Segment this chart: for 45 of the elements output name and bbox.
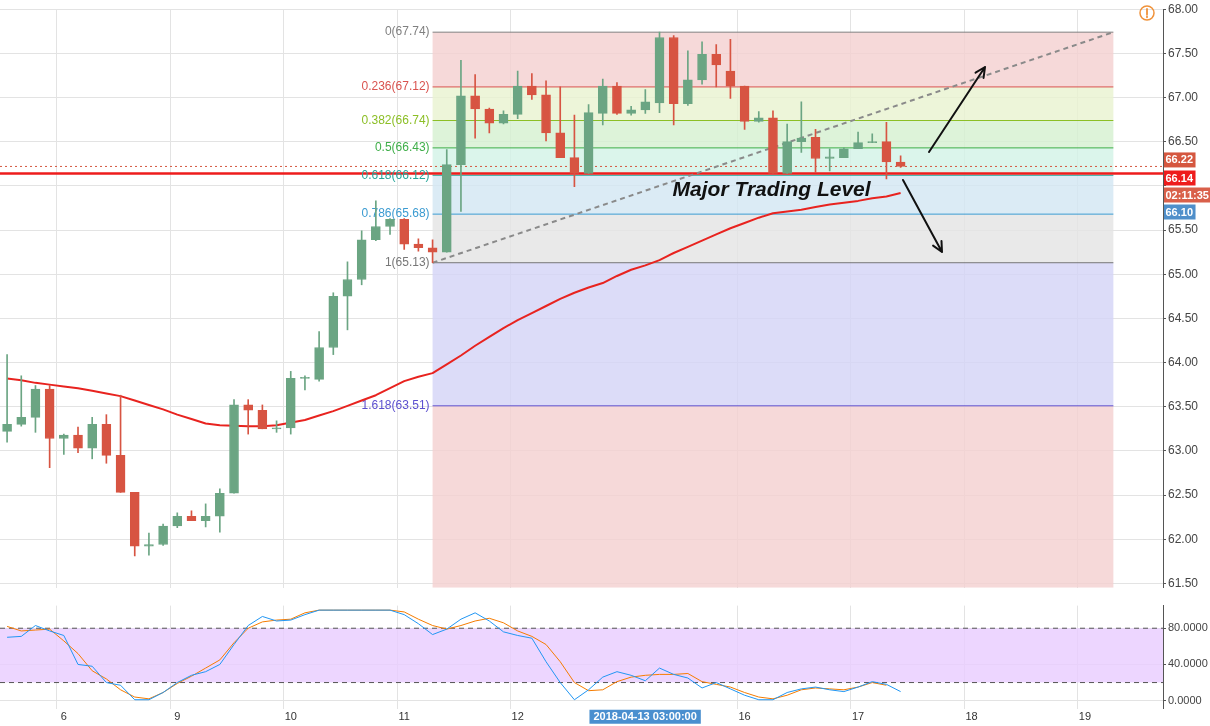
- candlestick: [58, 433, 69, 455]
- y-tick-label: 65.00: [1168, 266, 1199, 281]
- candlestick: [144, 532, 154, 556]
- y-tick-label: 65.50: [1168, 222, 1199, 237]
- y-tick-label: 64.00: [1168, 354, 1199, 369]
- x-tick-label: 11: [398, 710, 410, 723]
- ref-line-label: 1(65.13): [384, 255, 430, 270]
- ref-line-label: 66.22: [1165, 153, 1194, 166]
- y-tick-label: 0.0000: [1168, 693, 1202, 706]
- x-tick-label: 10: [284, 710, 297, 723]
- candlestick: [824, 148, 835, 172]
- text: 66.10: [1165, 205, 1194, 218]
- ref-line-label: 1.618(63.51): [361, 398, 430, 413]
- y-tick-label: 62.50: [1168, 487, 1199, 502]
- candlestick: [243, 399, 254, 435]
- candlestick: [2, 354, 12, 443]
- y-tick-label: 66.50: [1168, 134, 1199, 149]
- x-tick-label: 9: [174, 710, 181, 723]
- x-tick-label: 19: [1078, 710, 1092, 723]
- text: 02:11:35: [1165, 188, 1209, 201]
- y-tick-label: 63.00: [1168, 443, 1199, 458]
- y-tick-label: 67.50: [1168, 45, 1199, 60]
- ref-line-label: 0.5(66.43): [374, 140, 430, 155]
- candlestick: [470, 74, 480, 139]
- x-tick-label: 6: [60, 710, 67, 723]
- y-tick-label: 68.00: [1168, 1, 1199, 16]
- ref-line-label: 0(67.74): [384, 24, 430, 39]
- text: 2018-04-13 03:00:00: [593, 710, 697, 723]
- y-tick-label: 62.00: [1168, 531, 1199, 546]
- x-tick-label: 12: [511, 710, 524, 723]
- candlestick: [711, 44, 722, 88]
- annotation: Major Trading Level: [672, 177, 872, 201]
- y-tick-label: 67.00: [1168, 89, 1199, 104]
- x-tick-label: 16: [738, 710, 751, 723]
- ref-line-label: 66.14: [1165, 171, 1194, 184]
- ref-line-label: 0.236(67.12): [361, 79, 430, 94]
- y-tick-label: 40.0000: [1168, 657, 1208, 670]
- ref-line-label: 0.382(66.74): [361, 112, 430, 127]
- candlestick: [16, 375, 27, 427]
- x-tick-label: 18: [965, 710, 978, 723]
- y-tick-label: 61.50: [1168, 575, 1199, 590]
- y-tick-label: 80.0000: [1168, 621, 1208, 634]
- x-tick-label: 17: [851, 710, 865, 723]
- y-tick-label: 64.50: [1168, 310, 1199, 325]
- y-tick-label: 63.50: [1168, 399, 1199, 414]
